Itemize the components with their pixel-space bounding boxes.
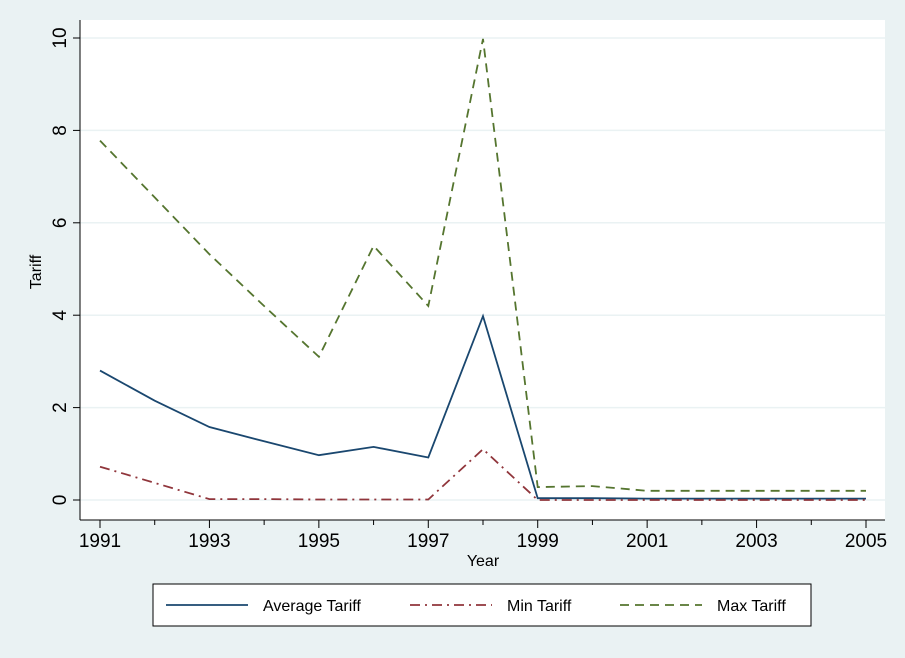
x-axis-title: Year	[467, 553, 500, 570]
axes: 0 2 4 6 8 10 1991 1993 1995 1997 1999 2001 2003 2005	[50, 20, 887, 552]
y-tick-label-6: 6	[50, 218, 71, 229]
legend-label-average-tariff: Average Tariff	[263, 598, 361, 615]
y-tick-label-8: 8	[50, 125, 71, 136]
y-tick-label-4: 4	[50, 309, 71, 320]
x-tick-label-2003: 2003	[735, 531, 777, 552]
legend-label-max-tariff: Max Tariff	[717, 598, 786, 615]
x-tick-label-1993: 1993	[188, 531, 230, 552]
y-axis-title: Tariff	[28, 254, 45, 289]
y-tick-label-0: 0	[50, 495, 71, 506]
x-tick-label-2001: 2001	[626, 531, 668, 552]
series-line-max-tariff	[99, 38, 866, 492]
x-tick-label-2005: 2005	[845, 531, 887, 552]
plot-region-background	[80, 20, 885, 520]
y-tick-label-10: 10	[50, 27, 71, 48]
x-tick-label-1999: 1999	[517, 531, 559, 552]
legend: Average Tariff Min Tariff Max Tariff	[152, 583, 812, 627]
series-lines	[99, 38, 866, 501]
series-line-average-tariff	[99, 313, 866, 500]
x-tick-label-1995: 1995	[298, 531, 340, 552]
x-tick-label-1997: 1997	[407, 531, 449, 552]
legend-label-min-tariff: Min Tariff	[507, 598, 572, 615]
y-tick-label-2: 2	[50, 402, 71, 413]
series-line-min-tariff	[99, 447, 866, 501]
x-tick-label-1991: 1991	[79, 531, 121, 552]
